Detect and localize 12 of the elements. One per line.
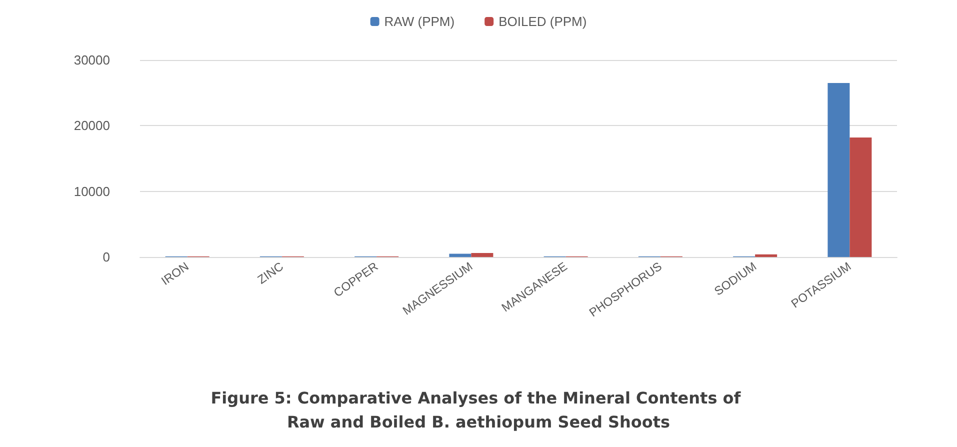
bar xyxy=(850,137,872,257)
bar xyxy=(828,82,850,257)
legend-label: RAW (PPM) xyxy=(384,14,455,29)
y-tick-label: 20000 xyxy=(74,118,110,134)
legend-label: BOILED (PPM) xyxy=(498,14,587,29)
bar xyxy=(755,254,778,257)
text: Figure 5: Comparative Analyses of the Mineral Contents of Raw and Boiled B. aethiopum Seed Shoots xyxy=(210,388,746,432)
y-tick-label: 0 xyxy=(102,250,110,264)
y-tick-label: 10000 xyxy=(74,184,110,199)
y-tick-label: 30000 xyxy=(74,52,110,68)
bar xyxy=(449,254,472,257)
bar xyxy=(471,253,494,257)
